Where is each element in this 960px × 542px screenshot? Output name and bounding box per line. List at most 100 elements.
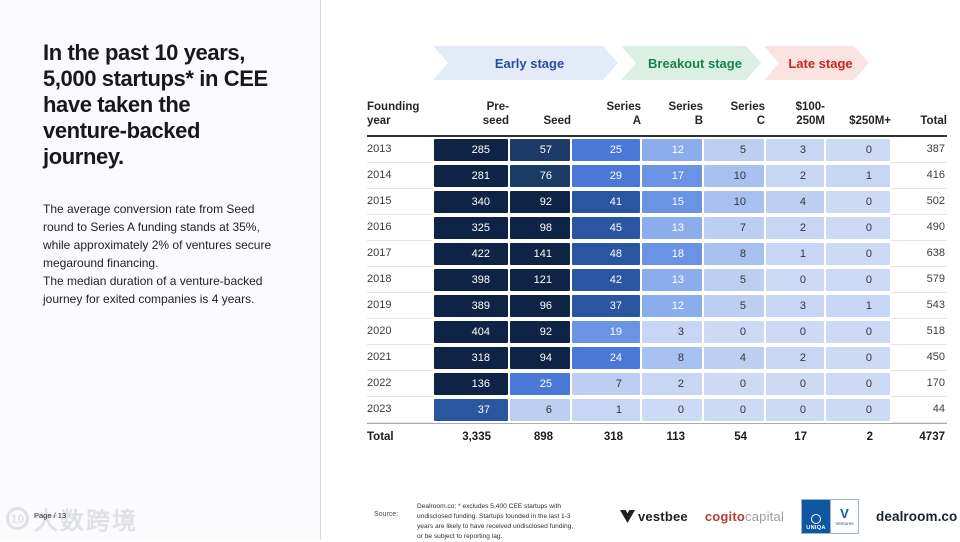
heat-cell-wrap: 3 <box>765 137 825 163</box>
heat-cell-wrap: 4 <box>765 189 825 215</box>
heat-cell-wrap: 6 <box>509 397 571 423</box>
heat-cell-wrap: 2 <box>765 215 825 241</box>
heat-cell-wrap: 48 <box>571 241 641 267</box>
heat-cell: 404 <box>434 320 508 343</box>
heat-cell: 18 <box>642 242 702 265</box>
heat-cell: 2 <box>766 346 824 369</box>
heat-cell-wrap: 41 <box>571 189 641 215</box>
heat-cell-wrap: 281 <box>433 163 509 189</box>
table-row-2016: 2016 325 98 45 13 7 2 0 490 <box>367 215 947 241</box>
heat-cell: 136 <box>434 372 508 395</box>
heat-cell: 0 <box>826 216 890 239</box>
table-row-2014: 2014 281 76 29 17 10 2 1 416 <box>367 163 947 189</box>
year-cell: 2014 <box>367 163 433 189</box>
heat-cell: 0 <box>766 398 824 421</box>
heat-cell-wrap: 0 <box>703 371 765 397</box>
year-cell: 2023 <box>367 397 433 423</box>
column-header-5: Series B <box>668 101 703 128</box>
table-row-2022: 2022 136 25 7 2 0 0 0 170 <box>367 371 947 397</box>
stage-banner-2: Breakout stage <box>621 46 761 80</box>
heat-cell-wrap: 0 <box>765 319 825 345</box>
heat-cell-wrap: 12 <box>641 137 703 163</box>
funding-table: Founding year Pre- seed Seed Series A Series… <box>367 100 947 451</box>
column-header-8: $250M+ <box>849 115 891 128</box>
heat-cell: 0 <box>826 346 890 369</box>
table-row-2020: 2020 404 92 19 3 0 0 0 518 <box>367 319 947 345</box>
heat-cell: 7 <box>704 216 764 239</box>
heat-cell-wrap: 0 <box>825 397 891 423</box>
total-col-7: 2 <box>866 431 873 444</box>
source-text: Dealroom.co; * excludes 5,400 CEE startu… <box>417 502 574 541</box>
uniqa-v-icon: V <box>840 505 849 521</box>
heat-cell: 4 <box>704 346 764 369</box>
heat-cell: 2 <box>642 372 702 395</box>
heat-cell-wrap: 37 <box>571 293 641 319</box>
table-row-2019: 2019 389 96 37 12 5 3 1 543 <box>367 293 947 319</box>
heat-cell: 17 <box>642 164 702 187</box>
heat-cell: 0 <box>766 320 824 343</box>
year-cell: 2016 <box>367 215 433 241</box>
source-label: Source: <box>374 511 399 518</box>
heat-cell: 1 <box>572 398 640 421</box>
heat-cell-wrap: 92 <box>509 319 571 345</box>
heat-cell: 0 <box>826 268 890 291</box>
heat-cell: 48 <box>572 242 640 265</box>
vestbee-wordmark: vestbee <box>638 508 688 524</box>
heat-cell-wrap: 0 <box>765 371 825 397</box>
heat-cell: 281 <box>434 164 508 187</box>
heat-cell: 29 <box>572 164 640 187</box>
heat-cell-wrap: 19 <box>571 319 641 345</box>
heat-cell-wrap: 5 <box>703 267 765 293</box>
capital-wordmark: capital <box>745 508 785 524</box>
heat-cell: 0 <box>642 398 702 421</box>
heat-cell: 0 <box>704 320 764 343</box>
total-col-1: 3,335 <box>462 431 491 444</box>
heat-cell: 92 <box>510 320 570 343</box>
heat-cell: 45 <box>572 216 640 239</box>
heat-cell-wrap: 141 <box>509 241 571 267</box>
heat-cell-wrap: 325 <box>433 215 509 241</box>
heat-cell-wrap: 1 <box>571 397 641 423</box>
row-total-cell: 502 <box>891 189 947 215</box>
heat-cell-wrap: 4 <box>703 345 765 371</box>
row-total-cell: 638 <box>891 241 947 267</box>
total-col-6: 17 <box>794 431 807 444</box>
heat-cell: 0 <box>704 398 764 421</box>
heat-cell-wrap: 0 <box>703 319 765 345</box>
cogito-wordmark: cogito <box>704 508 746 524</box>
heat-cell: 121 <box>510 268 570 291</box>
uniqa-block: UNIQA <box>802 499 831 533</box>
heat-cell: 141 <box>510 242 570 265</box>
heat-cell-wrap: 1 <box>825 163 891 189</box>
slide-paragraph-2: The median duration of a venture-backed … <box>43 273 263 306</box>
heat-cell: 389 <box>434 294 508 317</box>
heat-cell: 94 <box>510 346 570 369</box>
row-total-cell: 490 <box>891 215 947 241</box>
heat-cell: 13 <box>642 216 702 239</box>
heat-cell: 42 <box>572 268 640 291</box>
heat-cell-wrap: 45 <box>571 215 641 241</box>
heat-cell-wrap: 13 <box>641 267 703 293</box>
column-header-1: Founding year <box>367 101 420 128</box>
heat-cell-wrap: 5 <box>703 293 765 319</box>
heat-cell-wrap: 3 <box>641 319 703 345</box>
heat-cell-wrap: 0 <box>703 397 765 423</box>
heat-cell-wrap: 0 <box>825 371 891 397</box>
heat-cell-wrap: 1 <box>825 293 891 319</box>
year-cell: 2015 <box>367 189 433 215</box>
heat-cell: 6 <box>510 398 570 421</box>
ventures-wordmark: Ventures <box>835 520 854 526</box>
row-total-cell: 44 <box>891 397 947 423</box>
heat-cell: 19 <box>572 320 640 343</box>
table-row-2015: 2015 340 92 41 15 10 4 0 502 <box>367 189 947 215</box>
row-total-cell: 170 <box>891 371 947 397</box>
stage-banner-1: Early stage <box>433 46 618 80</box>
heat-cell-wrap: 92 <box>509 189 571 215</box>
heat-cell-wrap: 24 <box>571 345 641 371</box>
heat-cell: 12 <box>642 294 702 317</box>
row-total-cell: 579 <box>891 267 947 293</box>
heat-cell: 3 <box>766 138 824 161</box>
heat-cell: 0 <box>826 190 890 213</box>
stage-banner-3: Late stage <box>764 46 869 80</box>
dealroom-wordmark: dealroom.co <box>876 508 958 524</box>
